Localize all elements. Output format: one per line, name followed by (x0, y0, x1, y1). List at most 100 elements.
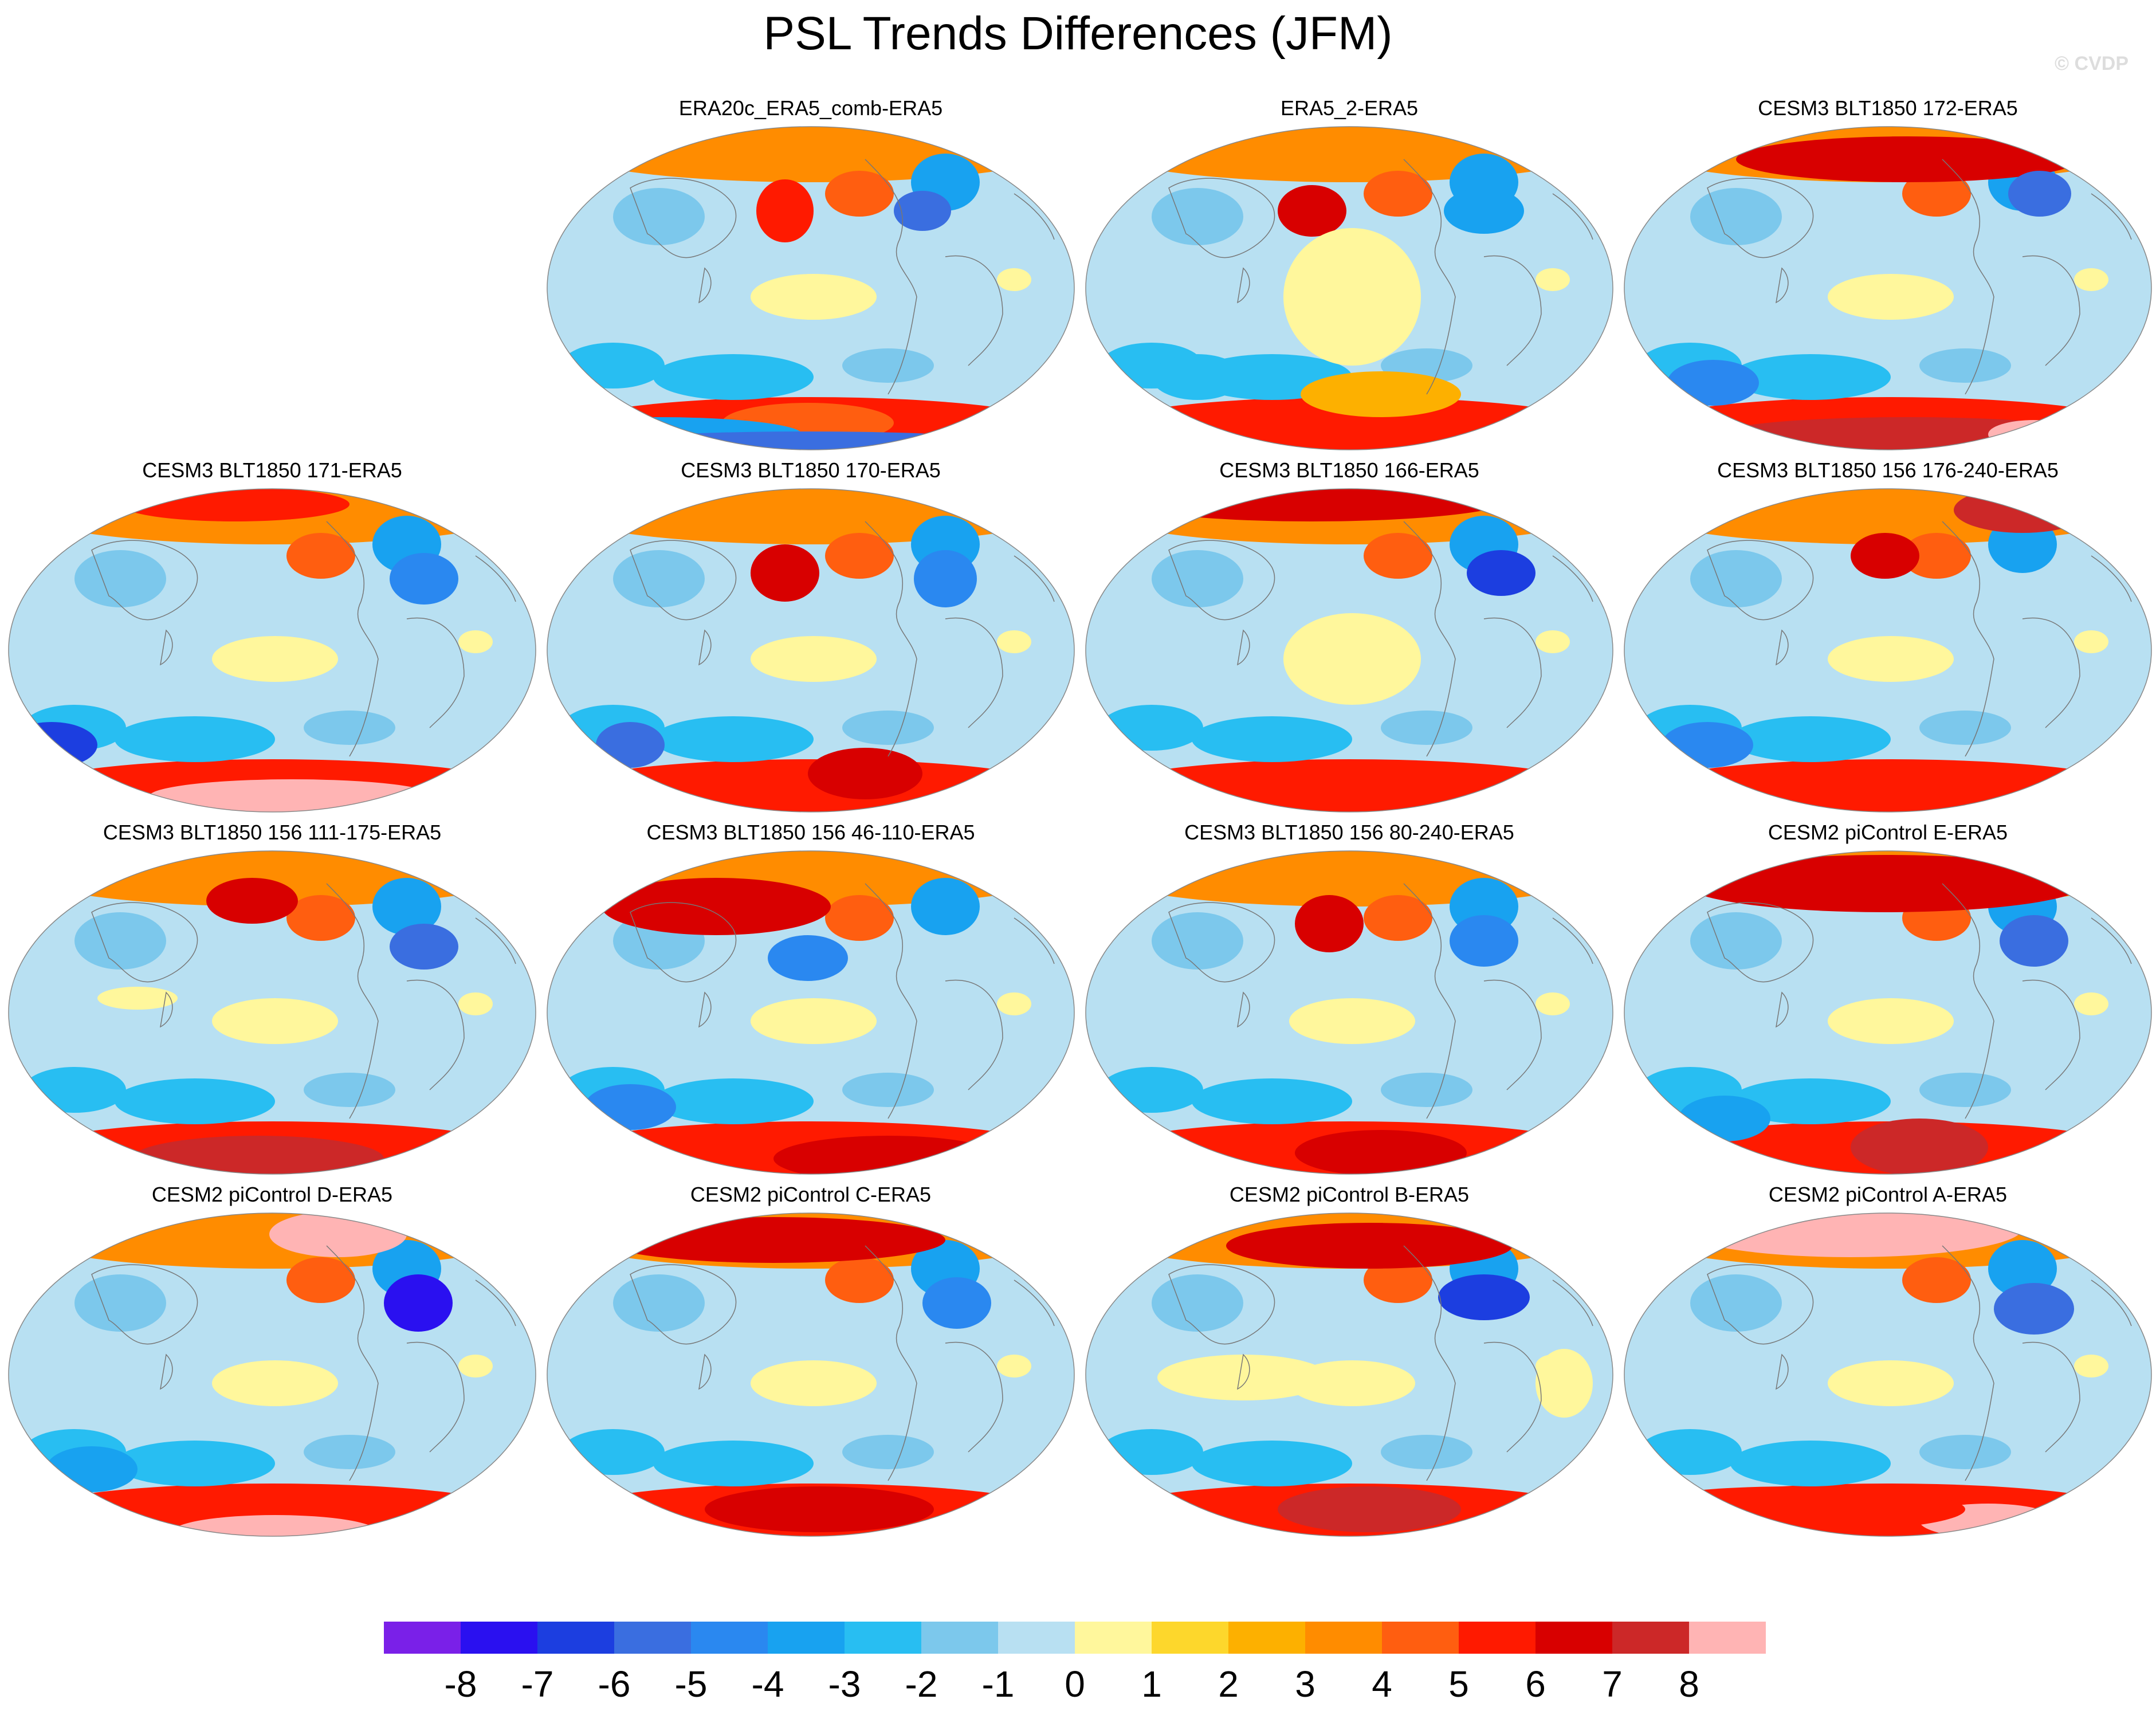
trend-contour-region (1152, 912, 1243, 970)
trend-contour-region (286, 1257, 355, 1303)
map-border (1624, 488, 2152, 813)
trend-contour-region (1289, 998, 1415, 1044)
trend-contour-region (653, 1078, 814, 1124)
trend-contour-region (2074, 268, 2108, 291)
trend-contour-region (1919, 348, 2011, 383)
coastline (406, 1341, 465, 1453)
map-border (547, 850, 1075, 1175)
coastline (1403, 883, 1456, 1119)
coastline (1168, 902, 1275, 983)
map-border (1624, 126, 2152, 450)
trend-contour-region (1100, 705, 1203, 751)
coastline (2091, 917, 2132, 964)
coastline (630, 902, 737, 983)
coastline (1237, 267, 1250, 304)
coastline (1014, 917, 1055, 964)
trend-contour-region (1736, 136, 2080, 182)
trend-contour-region (1730, 354, 1891, 400)
map-panel: CESM3 BLT1850 166-ERA5 (1083, 458, 1616, 825)
trend-contour-region (842, 1073, 934, 1107)
coastline (865, 883, 917, 1119)
coastline (160, 991, 173, 1028)
map-panel: ERA5_2-ERA5 (1083, 96, 1616, 463)
colorbar-tick-label: 0 (1065, 1663, 1085, 1705)
panel-title: ERA20c_ERA5_comb-ERA5 (678, 96, 943, 120)
trend-contour-region (1679, 1096, 1770, 1141)
trend-contour-region (74, 1274, 166, 1332)
trend-contour-region (1197, 779, 1541, 812)
panel-title: CESM3 BLT1850 156 46-110-ERA5 (646, 821, 975, 844)
map-panel: CESM3 BLT1850 171-ERA5 (6, 458, 539, 825)
coastline (2022, 255, 2080, 366)
trend-contour-region (1364, 1257, 1432, 1303)
map-panel: CESM2 piControl E-ERA5 (1621, 821, 2154, 1187)
map-panel: CESM3 BLT1850 156 176-240-ERA5 (1621, 458, 2154, 825)
trend-contour-region (1828, 636, 1954, 682)
trend-contour-region (613, 188, 705, 245)
trend-contour-region (1662, 722, 1753, 768)
trend-contour-region (1535, 630, 1570, 653)
trend-contour-region (212, 636, 338, 682)
colorbar-tick-label: -5 (674, 1663, 708, 1705)
colorbar-tick-label: 4 (1372, 1663, 1392, 1705)
trend-contour-region (2074, 630, 2108, 653)
map-border (8, 850, 536, 1175)
map-panel: CESM3 BLT1850 172-ERA5 (1621, 96, 2154, 463)
coastline (945, 979, 1003, 1090)
trend-contour-region (23, 1067, 126, 1113)
coastline (1237, 991, 1250, 1028)
colorbar-tick-label: -4 (751, 1663, 784, 1705)
trend-contour-region (115, 1078, 275, 1124)
trend-contour-region (584, 1084, 676, 1130)
trend-contour-region (286, 895, 355, 941)
trend-contour-region (825, 533, 894, 579)
trend-contour-region (212, 998, 338, 1044)
trend-contour-region (751, 636, 877, 682)
coastline (698, 991, 712, 1028)
trend-contour-region (149, 779, 435, 812)
coastline (1483, 979, 1542, 1090)
coastline (326, 1245, 379, 1481)
trend-contour-region (115, 1441, 275, 1486)
trend-contour-region (579, 431, 1037, 450)
coastline (2091, 193, 2132, 240)
coastline (91, 540, 198, 621)
robinson-map (547, 126, 1075, 450)
coastline (1483, 617, 1542, 728)
panel-title: CESM3 BLT1850 156 176-240-ERA5 (1717, 458, 2059, 482)
coastline (475, 555, 516, 602)
coastline (630, 1264, 737, 1345)
colorbar-tick-label: 3 (1295, 1663, 1315, 1705)
colorbar-tick-label: -1 (981, 1663, 1015, 1705)
panel-title: CESM3 BLT1850 156 80-240-ERA5 (1184, 821, 1514, 844)
trend-contour-region (602, 1217, 945, 1263)
coastline (160, 629, 173, 666)
colorbar-swatch (1382, 1622, 1459, 1654)
trend-contour-region (172, 1515, 378, 1536)
coastline (865, 521, 917, 757)
trend-contour-region (97, 987, 178, 1010)
robinson-map (8, 488, 536, 813)
map-border (547, 126, 1075, 450)
trend-contour-region (808, 748, 922, 799)
trend-contour-region (1450, 915, 1518, 967)
colorbar-swatch (845, 1622, 921, 1654)
trend-contour-region (997, 630, 1031, 653)
coastline (2022, 979, 2080, 1090)
robinson-map (1624, 488, 2152, 813)
coastline (1403, 521, 1456, 757)
trend-contour-region (1381, 711, 1472, 745)
colorbar-tick-label: 7 (1602, 1663, 1623, 1705)
colorbar-swatch (1305, 1622, 1382, 1654)
colorbar-swatch (691, 1622, 768, 1654)
trend-contour-region (1278, 185, 1346, 237)
coastline (865, 1245, 917, 1481)
colorbar-tick-label: -2 (905, 1663, 938, 1705)
coastline (91, 902, 198, 983)
trend-contour-region (1684, 855, 2086, 912)
trend-contour-region (1902, 533, 1971, 579)
coastline (1237, 629, 1250, 666)
trend-contour-region (1192, 716, 1352, 762)
panel-title: CESM2 piControl C-ERA5 (690, 1183, 932, 1206)
robinson-map (547, 1212, 1075, 1537)
